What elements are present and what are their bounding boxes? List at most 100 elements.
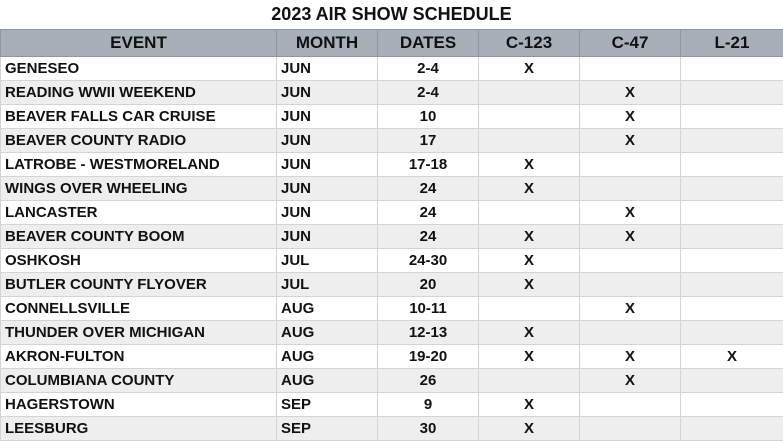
- table-cell: [579, 320, 681, 345]
- table-row: READING WWII WEEKEND JUN 2-4 X: [0, 80, 783, 105]
- table-cell: JUN: [276, 200, 378, 225]
- table-cell: GENESEO: [0, 56, 277, 81]
- table-cell: WINGS OVER WHEELING: [0, 176, 277, 201]
- table-cell: X: [579, 128, 681, 153]
- table-row: AKRON-FULTON AUG 19-20 X X X: [0, 344, 783, 369]
- table-cell: 17-18: [377, 152, 479, 177]
- table-cell: X: [478, 176, 580, 201]
- table-cell: 24: [377, 176, 479, 201]
- table-row: GENESEO JUN 2-4 X: [0, 56, 783, 81]
- table-row: LEESBURG SEP 30 X: [0, 416, 783, 441]
- table-cell: X: [478, 344, 580, 369]
- table-cell: JUN: [276, 152, 378, 177]
- table-cell: [478, 368, 580, 393]
- column-header: MONTH: [276, 29, 378, 57]
- table-cell: X: [579, 224, 681, 249]
- table-cell: 24: [377, 224, 479, 249]
- table-cell: 20: [377, 272, 479, 297]
- table-cell: THUNDER OVER MICHIGAN: [0, 320, 277, 345]
- table-cell: AUG: [276, 344, 378, 369]
- table-row: BUTLER COUNTY FLYOVER JUL 20 X: [0, 272, 783, 297]
- table-cell: OSHKOSH: [0, 248, 277, 273]
- table-cell: JUN: [276, 80, 378, 105]
- table-cell: [680, 224, 783, 249]
- table-cell: JUN: [276, 128, 378, 153]
- table-row: OSHKOSH JUL 24-30 X: [0, 248, 783, 273]
- table-cell: AUG: [276, 368, 378, 393]
- table-cell: 2-4: [377, 80, 479, 105]
- table-row: COLUMBIANA COUNTY AUG 26 X: [0, 368, 783, 393]
- table-cell: 24-30: [377, 248, 479, 273]
- table-cell: [680, 320, 783, 345]
- table-cell: X: [478, 248, 580, 273]
- table-cell: 24: [377, 200, 479, 225]
- table-cell: X: [579, 296, 681, 321]
- table-cell: 26: [377, 368, 479, 393]
- schedule-table: EVENT MONTH DATES C-123 C-47 L-21 GENESEO JUN 2…: [0, 29, 783, 441]
- table-cell: [680, 296, 783, 321]
- title: 2023 AIR SHOW SCHEDULE: [271, 4, 512, 24]
- table-cell: 17: [377, 128, 479, 153]
- table-cell: [680, 272, 783, 297]
- table-cell: 30: [377, 416, 479, 441]
- table-cell: COLUMBIANA COUNTY: [0, 368, 277, 393]
- table-cell: X: [579, 104, 681, 129]
- table-cell: 9: [377, 392, 479, 417]
- table-cell: READING WWII WEEKEND: [0, 80, 277, 105]
- table-cell: X: [478, 416, 580, 441]
- table-cell: X: [579, 80, 681, 105]
- table-row: LANCASTER JUN 24 X: [0, 200, 783, 225]
- table-cell: JUN: [276, 224, 378, 249]
- table-cell: [579, 392, 681, 417]
- table-cell: X: [579, 200, 681, 225]
- table-row: BEAVER COUNTY BOOM JUN 24 X X: [0, 224, 783, 249]
- table-row: CONNELLSVILLE AUG 10-11 X: [0, 296, 783, 321]
- table-cell: [579, 416, 681, 441]
- table-cell: BUTLER COUNTY FLYOVER: [0, 272, 277, 297]
- table-cell: [680, 176, 783, 201]
- table-cell: [579, 272, 681, 297]
- column-header: C-47: [579, 29, 681, 57]
- table-row: HAGERSTOWN SEP 9 X: [0, 392, 783, 417]
- table-cell: JUN: [276, 56, 378, 81]
- table-cell: X: [478, 272, 580, 297]
- table-cell: AUG: [276, 320, 378, 345]
- table-cell: [680, 56, 783, 81]
- table-cell: 10: [377, 104, 479, 129]
- table-cell: X: [478, 224, 580, 249]
- table-cell: HAGERSTOWN: [0, 392, 277, 417]
- column-header: EVENT: [0, 29, 277, 57]
- table-cell: 2-4: [377, 56, 479, 81]
- table-cell: [579, 152, 681, 177]
- table-cell: JUL: [276, 248, 378, 273]
- table-cell: BEAVER FALLS CAR CRUISE: [0, 104, 277, 129]
- column-header: C-123: [478, 29, 580, 57]
- table-cell: [478, 80, 580, 105]
- table-cell: 10-11: [377, 296, 479, 321]
- table-cell: X: [478, 56, 580, 81]
- header-row: EVENT MONTH DATES C-123 C-47 L-21: [0, 29, 783, 57]
- table-cell: [680, 80, 783, 105]
- table-cell: [579, 248, 681, 273]
- table-row: BEAVER COUNTY RADIO JUN 17 X: [0, 128, 783, 153]
- table-cell: BEAVER COUNTY BOOM: [0, 224, 277, 249]
- table-cell: [680, 104, 783, 129]
- table-cell: LATROBE - WESTMORELAND: [0, 152, 277, 177]
- table-row: THUNDER OVER MICHIGAN AUG 12-13 X: [0, 320, 783, 345]
- table-cell: X: [478, 320, 580, 345]
- table-cell: [579, 176, 681, 201]
- table-cell: [478, 128, 580, 153]
- table-cell: [680, 368, 783, 393]
- table-row: WINGS OVER WHEELING JUN 24 X: [0, 176, 783, 201]
- table-cell: JUN: [276, 104, 378, 129]
- table-cell: [478, 200, 580, 225]
- table-cell: [680, 128, 783, 153]
- table-cell: X: [579, 368, 681, 393]
- table-cell: 12-13: [377, 320, 479, 345]
- table-cell: BEAVER COUNTY RADIO: [0, 128, 277, 153]
- table-body: GENESEO JUN 2-4 X READING WWII WEEKEND JUN 2-4…: [0, 56, 783, 441]
- table-cell: JUL: [276, 272, 378, 297]
- column-header: L-21: [680, 29, 783, 57]
- table-cell: SEP: [276, 392, 378, 417]
- table-cell: X: [478, 152, 580, 177]
